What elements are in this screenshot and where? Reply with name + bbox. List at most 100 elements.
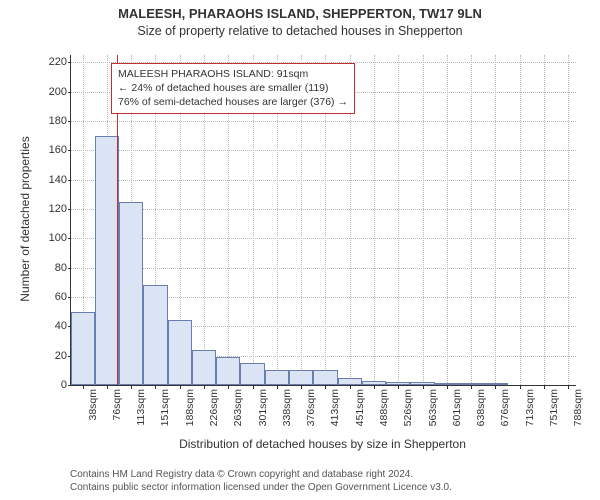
y-tick-label: 160 bbox=[49, 144, 67, 156]
x-tick-label: 38sqm bbox=[87, 389, 99, 421]
y-tick-label: 60 bbox=[55, 291, 67, 303]
annotation-line: 76% of semi-detached houses are larger (… bbox=[118, 95, 348, 109]
y-tick-label: 220 bbox=[49, 56, 67, 68]
x-tick bbox=[544, 385, 545, 389]
histogram-bar bbox=[192, 350, 216, 385]
x-axis-label: Distribution of detached houses by size … bbox=[70, 437, 575, 451]
y-tick-label: 200 bbox=[49, 86, 67, 98]
histogram-bar bbox=[459, 383, 483, 385]
histogram-bar bbox=[435, 383, 459, 385]
footer-attribution: Contains HM Land Registry data © Crown c… bbox=[70, 468, 452, 494]
y-tick-label: 80 bbox=[55, 262, 67, 274]
gridline-v bbox=[568, 55, 569, 385]
x-tick-label: 526sqm bbox=[402, 389, 414, 426]
annotation-box: MALEESH PHARAOHS ISLAND: 91sqm← 24% of d… bbox=[111, 63, 355, 114]
x-tick-label: 226sqm bbox=[208, 389, 220, 426]
histogram-bar bbox=[119, 202, 143, 385]
figure: MALEESH, PHARAOHS ISLAND, SHEPPERTON, TW… bbox=[0, 0, 600, 500]
histogram-bar bbox=[95, 136, 119, 385]
gridline-v bbox=[374, 55, 375, 385]
y-axis-label: Number of detached properties bbox=[18, 54, 32, 384]
x-tick bbox=[180, 385, 181, 389]
gridline-v bbox=[544, 55, 545, 385]
gridline-v bbox=[398, 55, 399, 385]
x-tick bbox=[325, 385, 326, 389]
annotation-line: MALEESH PHARAOHS ISLAND: 91sqm bbox=[118, 67, 348, 81]
x-tick bbox=[495, 385, 496, 389]
histogram-bar bbox=[483, 383, 507, 385]
x-tick-label: 451sqm bbox=[354, 389, 366, 426]
y-tick-label: 0 bbox=[61, 379, 67, 391]
histogram-bar bbox=[71, 312, 95, 385]
x-tick-label: 713sqm bbox=[524, 389, 536, 426]
x-tick bbox=[204, 385, 205, 389]
gridline-h bbox=[71, 180, 576, 181]
x-tick bbox=[253, 385, 254, 389]
x-tick-label: 76sqm bbox=[111, 389, 123, 421]
x-tick bbox=[83, 385, 84, 389]
y-tick-label: 180 bbox=[49, 115, 67, 127]
histogram-bar bbox=[168, 320, 192, 385]
gridline-h bbox=[71, 238, 576, 239]
y-tick-label: 40 bbox=[55, 320, 67, 332]
x-tick-label: 751sqm bbox=[548, 389, 560, 426]
histogram-bar bbox=[410, 382, 434, 385]
gridline-v bbox=[423, 55, 424, 385]
x-tick-label: 413sqm bbox=[329, 389, 341, 426]
x-tick-label: 638sqm bbox=[475, 389, 487, 426]
histogram-bar bbox=[386, 382, 410, 385]
histogram-bar bbox=[362, 381, 386, 385]
x-tick bbox=[155, 385, 156, 389]
histogram-bar bbox=[240, 363, 264, 385]
x-tick bbox=[301, 385, 302, 389]
histogram-bar bbox=[143, 285, 167, 385]
x-tick bbox=[447, 385, 448, 389]
x-tick bbox=[107, 385, 108, 389]
histogram-bar bbox=[313, 370, 337, 385]
x-tick-label: 376sqm bbox=[305, 389, 317, 426]
x-tick bbox=[423, 385, 424, 389]
gridline-h bbox=[71, 121, 576, 122]
y-tick-label: 100 bbox=[49, 232, 67, 244]
x-tick bbox=[568, 385, 569, 389]
y-tick bbox=[68, 385, 72, 386]
gridline-v bbox=[447, 55, 448, 385]
x-tick bbox=[350, 385, 351, 389]
x-tick-label: 113sqm bbox=[135, 389, 147, 426]
footer-line: Contains public sector information licen… bbox=[70, 481, 452, 494]
histogram-bar bbox=[216, 357, 240, 385]
annotation-line: ← 24% of detached houses are smaller (11… bbox=[118, 81, 348, 95]
histogram-bar bbox=[338, 378, 362, 385]
x-tick-label: 188sqm bbox=[184, 389, 196, 426]
x-tick-label: 301sqm bbox=[257, 389, 269, 426]
x-tick-label: 338sqm bbox=[281, 389, 293, 426]
x-tick bbox=[277, 385, 278, 389]
y-tick-label: 140 bbox=[49, 174, 67, 186]
x-tick-label: 563sqm bbox=[427, 389, 439, 426]
x-tick-label: 151sqm bbox=[159, 389, 171, 426]
histogram-bar bbox=[265, 370, 289, 385]
x-tick bbox=[374, 385, 375, 389]
chart-title-sub: Size of property relative to detached ho… bbox=[0, 24, 600, 38]
chart-title-main: MALEESH, PHARAOHS ISLAND, SHEPPERTON, TW… bbox=[0, 6, 600, 21]
x-tick-label: 788sqm bbox=[572, 389, 584, 426]
y-tick-label: 20 bbox=[55, 350, 67, 362]
gridline-h bbox=[71, 150, 576, 151]
x-tick-label: 676sqm bbox=[499, 389, 511, 426]
gridline-v bbox=[471, 55, 472, 385]
plot-area: 02040608010012014016018020022038sqm76sqm… bbox=[70, 55, 576, 386]
gridline-v bbox=[495, 55, 496, 385]
footer-line: Contains HM Land Registry data © Crown c… bbox=[70, 468, 452, 481]
gridline-h bbox=[71, 268, 576, 269]
x-tick-label: 601sqm bbox=[451, 389, 463, 426]
gridline-h bbox=[71, 209, 576, 210]
x-tick bbox=[131, 385, 132, 389]
histogram-bar bbox=[289, 370, 313, 385]
y-tick-label: 120 bbox=[49, 203, 67, 215]
x-tick-label: 488sqm bbox=[378, 389, 390, 426]
x-tick bbox=[398, 385, 399, 389]
x-tick-label: 263sqm bbox=[232, 389, 244, 426]
x-tick bbox=[228, 385, 229, 389]
x-tick bbox=[471, 385, 472, 389]
gridline-v bbox=[520, 55, 521, 385]
